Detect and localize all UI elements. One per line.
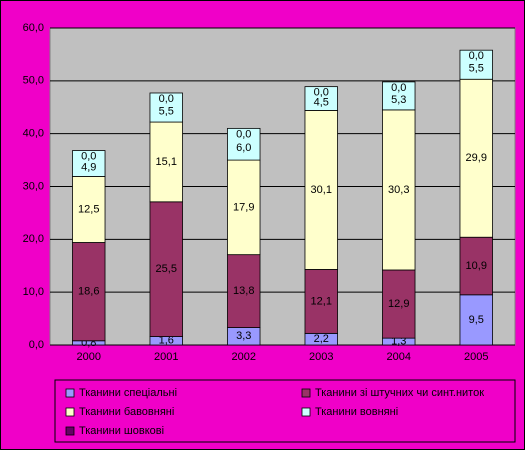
- bar-segment: [459, 236, 493, 296]
- data-label: 0,0: [236, 128, 251, 140]
- data-label: 30,1: [311, 184, 332, 196]
- y-tick-label: 0,0: [29, 339, 44, 351]
- bar-segment: [382, 81, 416, 111]
- y-tick-label: 20,0: [23, 233, 44, 245]
- data-label: 17,9: [233, 201, 254, 213]
- y-tick-label: 10,0: [23, 286, 44, 298]
- data-label: 0,0: [469, 50, 484, 62]
- data-label: 9,5: [469, 314, 484, 326]
- data-label: 29,9: [466, 152, 487, 164]
- y-tick-label: 50,0: [23, 75, 44, 87]
- data-label: 13,8: [233, 285, 254, 297]
- legend-swatch: [301, 407, 311, 417]
- data-label: 25,5: [156, 263, 177, 275]
- legend-label: Тканини вовняні: [315, 406, 398, 418]
- bar-segment: [72, 150, 106, 177]
- x-tick-label: 2005: [464, 351, 488, 363]
- bar-segment: [149, 92, 183, 123]
- data-label: 6,0: [236, 142, 251, 154]
- data-label: 5,5: [469, 63, 484, 75]
- y-tick-label: 60,0: [23, 22, 44, 34]
- data-label: 18,6: [78, 286, 99, 298]
- bar-segment: [227, 254, 261, 328]
- data-label: 15,1: [156, 156, 177, 168]
- data-label: 12,5: [78, 203, 99, 215]
- bar-segment: [304, 269, 338, 334]
- bar-segment: [304, 110, 338, 270]
- data-label: 12,9: [388, 298, 409, 310]
- legend-label: Тканини бавовняні: [79, 406, 174, 418]
- bar-segment: [149, 121, 183, 203]
- data-label: 3,3: [236, 330, 251, 342]
- data-label: 10,9: [466, 260, 487, 272]
- data-label: 12,1: [311, 295, 332, 307]
- data-label: 2,2: [314, 333, 329, 345]
- y-tick-label: 30,0: [23, 180, 44, 192]
- x-tick-label: 2000: [77, 351, 101, 363]
- x-tick-label: 2001: [154, 351, 178, 363]
- y-tick-label: 40,0: [23, 128, 44, 140]
- bar-segment: [382, 269, 416, 339]
- data-label: 5,5: [159, 105, 174, 117]
- data-label: 0,0: [391, 82, 406, 94]
- data-label: 30,3: [388, 184, 409, 196]
- legend-swatch: [65, 407, 75, 417]
- bar-segment: [227, 159, 261, 256]
- legend-label: Тканини зі штучних чи синт.ниток: [315, 387, 484, 399]
- data-label: 0,0: [81, 150, 96, 162]
- legend-label: Тканини спеціальні: [79, 387, 177, 399]
- data-label: 4,9: [81, 161, 96, 173]
- bar-segment: [72, 242, 106, 342]
- bar-segment: [227, 127, 261, 161]
- legend-label: Тканини шовкові: [79, 425, 164, 437]
- x-tick-label: 2004: [387, 351, 411, 363]
- x-tick-label: 2003: [309, 351, 333, 363]
- bar-segment: [459, 78, 493, 238]
- bar-segment: [459, 49, 493, 80]
- legend-swatch: [65, 426, 75, 436]
- data-label: 0,0: [314, 87, 329, 99]
- bar-segment: [304, 86, 338, 111]
- data-label: 5,3: [391, 94, 406, 106]
- x-tick-label: 2002: [232, 351, 256, 363]
- data-label: 1,6: [159, 335, 174, 347]
- data-label: 0,0: [159, 93, 174, 105]
- legend-swatch: [301, 388, 311, 398]
- bar-segment: [72, 176, 106, 243]
- legend-box: [54, 379, 516, 443]
- legend-swatch: [65, 388, 75, 398]
- data-label: 4,5: [314, 96, 329, 108]
- bar-segment: [382, 109, 416, 271]
